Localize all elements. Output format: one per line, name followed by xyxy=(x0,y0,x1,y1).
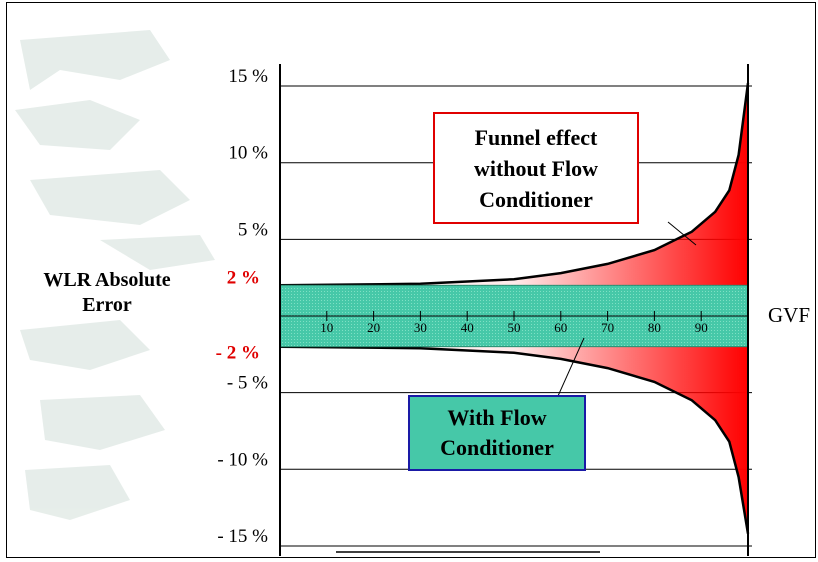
flow-callout-line-2: Conditioner xyxy=(440,435,554,460)
y-tick-label: - 5 % xyxy=(227,373,268,394)
y-tick-label: - 10 % xyxy=(217,449,268,470)
y-axis-label: WLR Absolute Error xyxy=(12,268,202,318)
y-axis-label-line-1: WLR Absolute xyxy=(43,269,171,291)
x-tick-label: 70 xyxy=(601,320,614,335)
x-tick-label: 60 xyxy=(554,320,567,335)
y-tick-label: - 15 % xyxy=(217,526,268,547)
y-tick-label: 10 % xyxy=(228,143,268,164)
x-tick-label: 50 xyxy=(508,320,521,335)
x-tick-label: 40 xyxy=(461,320,474,335)
x-tick-label: 90 xyxy=(695,320,708,335)
flow-callout-line-1: With Flow xyxy=(447,405,547,430)
x-tick-label: 80 xyxy=(648,320,661,335)
flow-conditioner-callout: With Flow Conditioner xyxy=(408,395,586,471)
band-label: - 2 % xyxy=(216,343,260,364)
funnel-callout-line-3: Conditioner xyxy=(479,186,593,212)
funnel-callout-line-2: without Flow xyxy=(473,155,599,181)
x-axis-title: GVF xyxy=(768,303,810,327)
y-tick-label: 5 % xyxy=(238,219,268,240)
flow-callout-connector xyxy=(557,337,585,397)
funnel-lower-curve xyxy=(279,345,750,534)
funnel-callout-line-1: Funnel effect xyxy=(474,124,598,150)
x-tick-label: 20 xyxy=(367,320,380,335)
background-map-decoration xyxy=(15,30,215,520)
band-label: 2 % xyxy=(227,267,260,288)
y-tick-label: 15 % xyxy=(228,66,268,87)
x-tick-label: 30 xyxy=(414,320,427,335)
x-tick-label: 10 xyxy=(320,320,333,335)
funnel-effect-callout: Funnel effect without Flow Conditioner xyxy=(433,112,639,224)
funnel-callout-connector xyxy=(667,221,697,246)
y-axis-label-line-2: Error xyxy=(82,294,132,316)
funnel-upper-curve xyxy=(279,82,750,287)
